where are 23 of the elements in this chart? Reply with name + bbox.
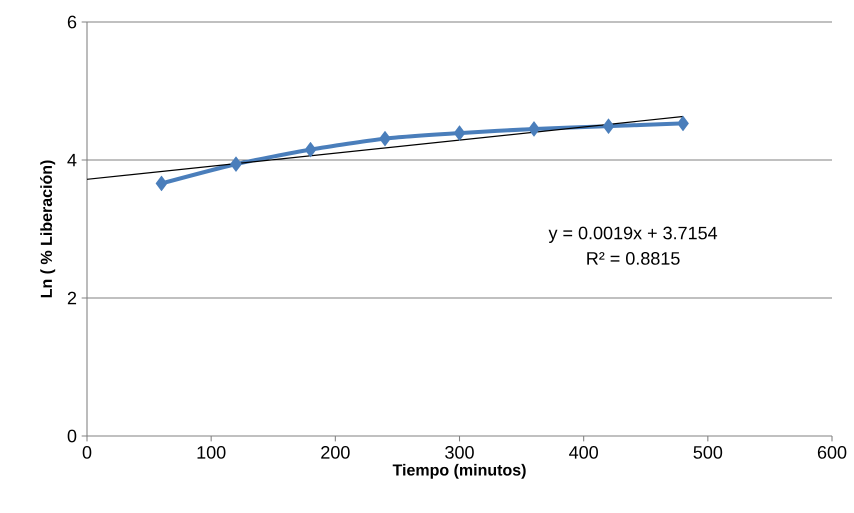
point [454, 125, 466, 141]
point [677, 116, 689, 132]
x-tick-label: 200 [321, 446, 350, 459]
y-axis-title: Ln ( % Liberación) [40, 160, 56, 298]
point [379, 130, 391, 146]
y-tick-label: 4 [67, 154, 76, 166]
point [304, 142, 316, 158]
point [156, 176, 168, 192]
point [230, 156, 242, 172]
y-tick-label: 2 [68, 292, 76, 304]
y-tick-label: 6 [68, 16, 76, 28]
x-tick-label: 600 [818, 446, 846, 459]
point [602, 118, 614, 134]
annotation: R² = 0.8815 [587, 252, 680, 265]
y-tick-label: 0 [68, 430, 76, 442]
x-tick-label: 300 [445, 446, 474, 459]
point [528, 121, 540, 137]
x-tick-label: 100 [198, 446, 226, 459]
annotation: y = 0.0019x + 3.7154 [548, 226, 718, 243]
x-tick-label: 0 [82, 446, 92, 459]
x-axis-title: Tiempo (minutos) [392, 464, 526, 479]
x-tick-label: 400 [569, 446, 598, 459]
x-tick-label: 500 [694, 446, 722, 459]
